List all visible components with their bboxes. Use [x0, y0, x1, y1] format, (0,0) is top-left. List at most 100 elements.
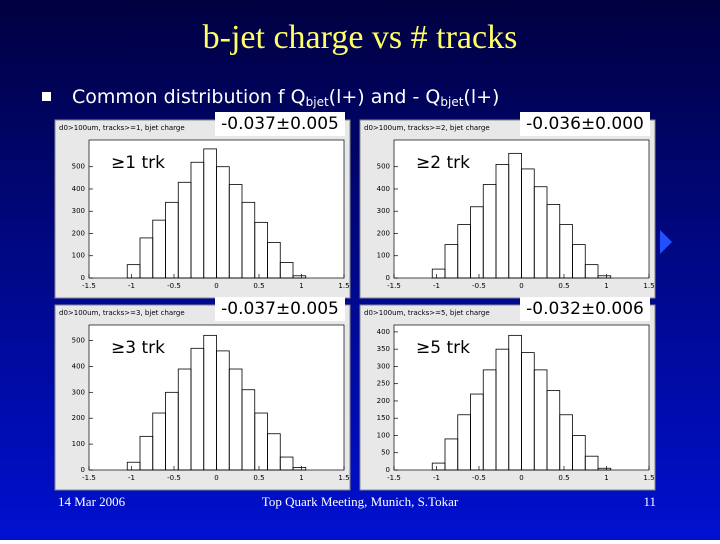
x-tick-label: -1.5	[82, 282, 96, 290]
y-tick-label: 300	[377, 362, 390, 370]
y-tick-label: 250	[377, 380, 390, 388]
y-tick-label: 0	[386, 466, 390, 474]
x-tick-label: 0	[519, 282, 523, 290]
annotation-box	[520, 112, 650, 136]
y-tick-label: 50	[381, 449, 390, 457]
histogram-bar	[292, 275, 307, 279]
y-tick-label: 150	[377, 414, 390, 422]
footer-page: 11	[643, 494, 656, 509]
bullet-part: (l+) and - Q	[329, 86, 441, 108]
y-tick-label: 300	[377, 207, 390, 215]
y-tick-label: 500	[377, 163, 390, 171]
x-tick-label: 0	[519, 474, 523, 482]
x-tick-label: -1	[128, 282, 135, 290]
plot-header: d0>100um, tracks>=1, bjet charge	[59, 124, 185, 132]
bullet-subscript: bjet	[306, 95, 329, 109]
plot-header: d0>100um, tracks>=2, bjet charge	[364, 124, 490, 132]
annotation-box	[520, 297, 650, 321]
annotation: -0.032±0.006	[526, 299, 644, 319]
annotation-box	[215, 112, 345, 136]
x-tick-label: -0.5	[167, 282, 181, 290]
track-label: ≥2 trk	[416, 153, 470, 173]
x-tick-label: 1.5	[643, 282, 654, 290]
y-tick-label: 500	[72, 337, 85, 345]
bullet-text: Common distribution f Qbjet(l+) and - Qb…	[72, 86, 499, 109]
annotation: -0.036±0.000	[526, 114, 644, 134]
label-box	[408, 150, 478, 176]
x-tick-label: 1.5	[338, 474, 349, 482]
histogram-bar	[292, 467, 307, 471]
footer-date: 14 Mar 2006	[58, 494, 126, 509]
x-tick-label: 0.5	[253, 282, 264, 290]
histogram-bar	[584, 264, 599, 279]
label-box	[103, 335, 173, 361]
y-tick-label: 400	[72, 362, 85, 370]
x-tick-label: -1	[433, 282, 440, 290]
y-tick-label: 100	[72, 440, 85, 448]
histogram-bar	[597, 275, 612, 279]
y-tick-label: 0	[81, 274, 85, 282]
bullet-marker	[42, 92, 51, 101]
histogram-bar	[267, 433, 281, 471]
x-tick-label: -1.5	[82, 474, 96, 482]
annotation-box	[215, 297, 345, 321]
y-tick-label: 0	[81, 466, 85, 474]
y-tick-label: 200	[377, 229, 390, 237]
annotation: -0.037±0.005	[221, 299, 339, 319]
bullet-subscript: bjet	[440, 95, 463, 109]
bullet-part: (l+)	[463, 86, 499, 108]
y-tick-label: 300	[72, 388, 85, 396]
plot-header: d0>100um, tracks>=3, bjet charge	[59, 309, 185, 317]
histogram-bar	[584, 455, 599, 471]
bullet-part: Common distribution f Q	[72, 86, 306, 108]
x-tick-label: 0	[214, 282, 218, 290]
x-tick-label: 1	[299, 474, 303, 482]
y-tick-label: 0	[386, 274, 390, 282]
label-box	[103, 150, 173, 176]
x-tick-label: 0.5	[558, 282, 569, 290]
slide-title: b-jet charge vs # tracks	[203, 19, 518, 56]
y-tick-label: 200	[72, 229, 85, 237]
x-tick-label: 1.5	[643, 474, 654, 482]
x-tick-label: 0.5	[253, 474, 264, 482]
x-tick-label: 1	[604, 474, 608, 482]
x-tick-label: 1.5	[338, 282, 349, 290]
y-tick-label: 500	[72, 163, 85, 171]
annotation: -0.037±0.005	[221, 114, 339, 134]
histogram-bar	[572, 244, 586, 279]
histogram-bar	[279, 262, 294, 279]
histogram-bar	[597, 467, 612, 471]
y-tick-label: 200	[377, 397, 390, 405]
footer-event: Top Quark Meeting, Munich, S.Tokar	[262, 494, 459, 509]
x-tick-label: -1.5	[387, 282, 401, 290]
x-tick-label: -1	[128, 474, 135, 482]
track-label: ≥1 trk	[111, 153, 165, 173]
y-tick-label: 400	[377, 185, 390, 193]
histogram-bar	[279, 456, 294, 471]
plot-header: d0>100um, tracks>=5, bjet charge	[364, 309, 490, 317]
x-tick-label: -1.5	[387, 474, 401, 482]
y-tick-label: 100	[377, 431, 390, 439]
track-label: ≥5 trk	[416, 338, 470, 358]
y-tick-label: 350	[377, 345, 390, 353]
x-tick-label: 1	[299, 282, 303, 290]
y-tick-label: 300	[72, 207, 85, 215]
y-tick-label: 100	[377, 252, 390, 260]
nav-arrow	[660, 230, 672, 254]
y-tick-label: 100	[72, 252, 85, 260]
x-tick-label: 0	[214, 474, 218, 482]
x-tick-label: -0.5	[472, 282, 486, 290]
y-tick-label: 400	[72, 185, 85, 193]
y-tick-label: 200	[72, 414, 85, 422]
x-tick-label: -0.5	[472, 474, 486, 482]
track-label: ≥3 trk	[111, 338, 165, 358]
x-tick-label: 0.5	[558, 474, 569, 482]
histogram-bar	[572, 435, 586, 471]
label-box	[408, 335, 478, 361]
x-tick-label: -1	[433, 474, 440, 482]
x-tick-label: 1	[604, 282, 608, 290]
y-tick-label: 400	[377, 328, 390, 336]
x-tick-label: -0.5	[167, 474, 181, 482]
histogram-bar	[267, 241, 281, 279]
